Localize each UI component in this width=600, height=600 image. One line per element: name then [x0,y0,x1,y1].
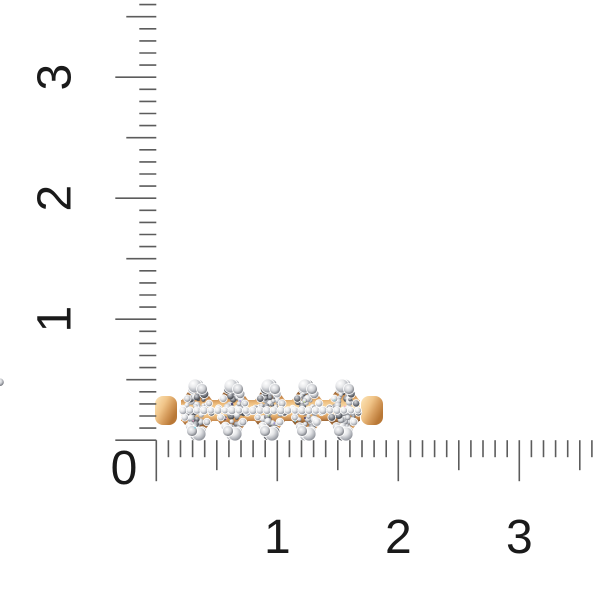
svg-text:0: 0 [111,442,138,495]
svg-text:2: 2 [385,511,412,564]
svg-text:3: 3 [29,64,82,91]
svg-text:1: 1 [29,306,82,333]
svg-text:3: 3 [506,511,533,564]
svg-text:1: 1 [264,511,291,564]
svg-text:2: 2 [29,185,82,212]
